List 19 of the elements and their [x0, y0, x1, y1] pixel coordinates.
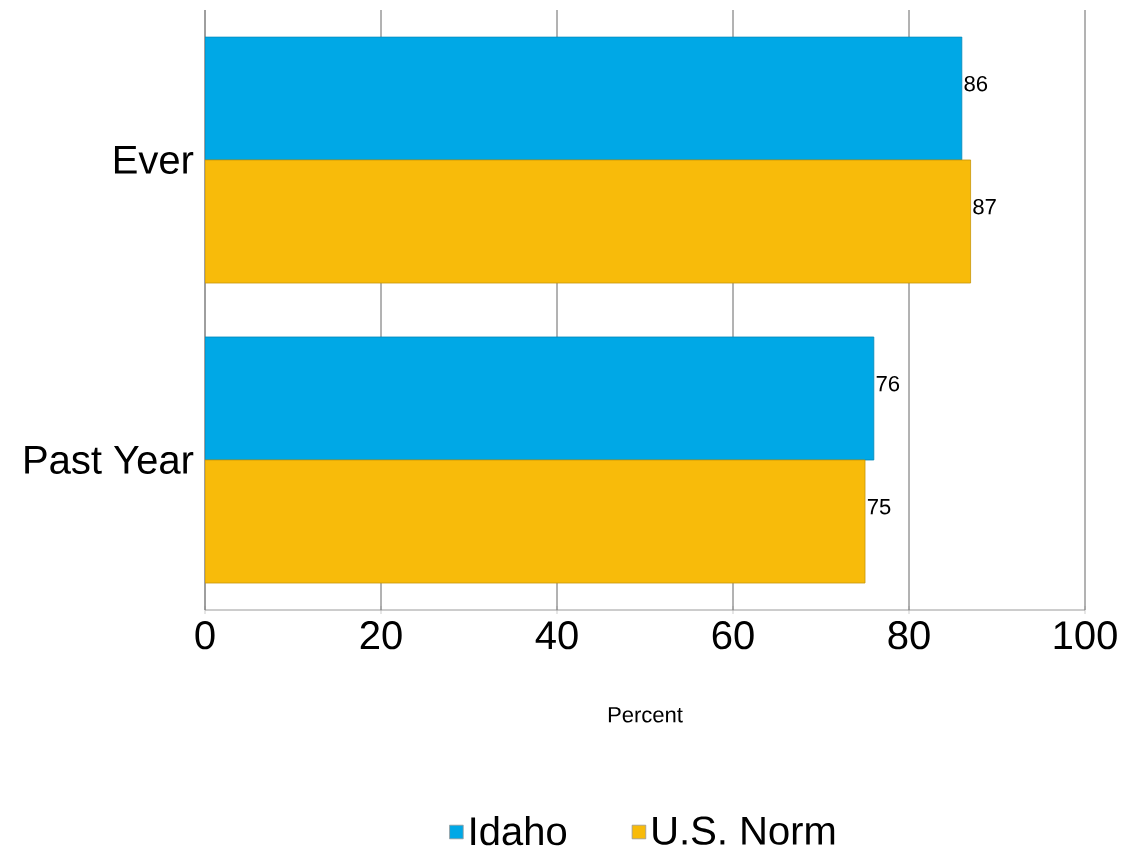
x-tick-label: 40 — [535, 621, 578, 650]
legend-label: U.S. Norm — [653, 816, 835, 845]
x-tick-label: 0 — [195, 621, 215, 650]
legend-label: Idaho — [471, 816, 567, 846]
data-label: 86 — [964, 75, 988, 92]
x-axis-title: Percent — [608, 707, 683, 723]
data-label: 75 — [867, 499, 891, 515]
x-tick-label: 60 — [712, 621, 754, 650]
bar — [205, 159, 972, 284]
y-tick-label: Past Year — [25, 446, 194, 474]
bar — [205, 336, 875, 461]
data-label: 76 — [876, 375, 900, 392]
data-label: 87 — [973, 198, 996, 215]
x-tick-label: 80 — [888, 621, 930, 650]
x-tick-label: 100 — [1054, 621, 1117, 650]
x-tick-label: 20 — [360, 621, 402, 650]
y-tick-label: Ever — [114, 146, 194, 174]
bar — [205, 459, 866, 584]
bar — [205, 36, 963, 161]
